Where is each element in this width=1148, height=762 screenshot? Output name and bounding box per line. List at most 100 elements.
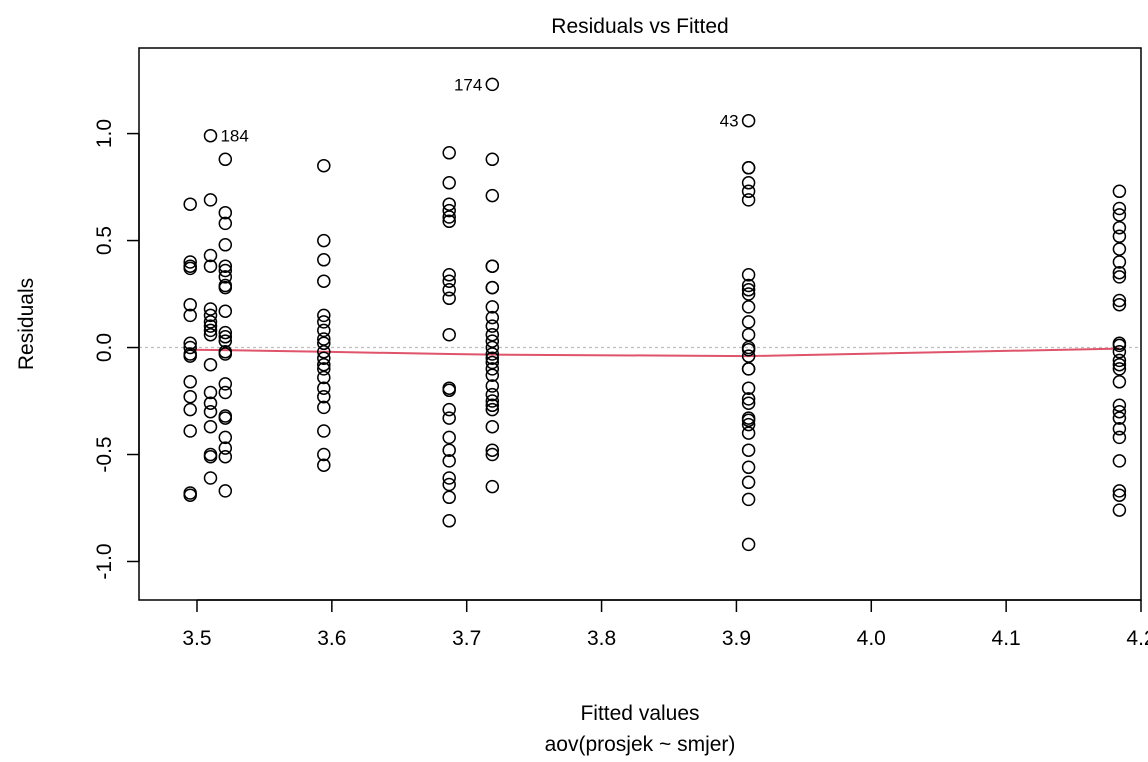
data-point bbox=[1112, 255, 1127, 269]
x-axis: 3.5 3.6 3.7 3.8 3.9 4.0 4.1 4.2 bbox=[182, 599, 1148, 650]
data-point bbox=[203, 315, 218, 329]
y-tick-label: 1.0 bbox=[93, 119, 116, 148]
data-point bbox=[1112, 208, 1127, 222]
data-point bbox=[183, 424, 197, 438]
data-point bbox=[317, 351, 331, 365]
x-tick-label: 4.0 bbox=[857, 627, 886, 650]
data-point bbox=[442, 383, 456, 398]
data-point bbox=[485, 419, 500, 434]
x-tick-label: 4.2 bbox=[1126, 627, 1148, 650]
data-point bbox=[485, 447, 500, 462]
data-point bbox=[183, 349, 197, 363]
data-point bbox=[218, 334, 233, 348]
data-point bbox=[183, 389, 197, 404]
data-point bbox=[741, 184, 756, 199]
data-point bbox=[442, 411, 456, 425]
data-point bbox=[442, 430, 456, 445]
data-point bbox=[203, 385, 218, 400]
data-point bbox=[183, 340, 197, 355]
data-point bbox=[203, 302, 218, 316]
data-point bbox=[1112, 398, 1127, 413]
data-point bbox=[317, 158, 331, 173]
data-point bbox=[442, 291, 456, 306]
data-point bbox=[1112, 297, 1127, 312]
data-point bbox=[1112, 484, 1127, 498]
x-axis-title: Fitted values bbox=[580, 702, 699, 725]
data-point bbox=[218, 484, 233, 498]
data-point bbox=[218, 449, 233, 464]
data-point bbox=[741, 460, 756, 475]
data-point bbox=[203, 449, 218, 464]
annotations-layer: 184 174 43 bbox=[220, 75, 738, 145]
data-point bbox=[741, 392, 756, 406]
data-point bbox=[203, 319, 218, 333]
data-point bbox=[218, 325, 233, 340]
data-point bbox=[218, 430, 233, 445]
data-point bbox=[1112, 293, 1127, 308]
data-point bbox=[741, 381, 756, 395]
data-point bbox=[485, 362, 500, 376]
data-point bbox=[485, 188, 500, 203]
data-point bbox=[1112, 184, 1127, 199]
data-point bbox=[442, 443, 456, 457]
data-point bbox=[741, 426, 756, 440]
x-tick-label: 4.1 bbox=[992, 627, 1021, 650]
data-point bbox=[485, 394, 500, 408]
data-point bbox=[741, 176, 756, 190]
data-point bbox=[1112, 454, 1127, 468]
data-point bbox=[183, 308, 197, 323]
data-point bbox=[485, 368, 500, 383]
data-point bbox=[485, 443, 500, 457]
data-point bbox=[183, 255, 197, 269]
data-point bbox=[317, 424, 331, 438]
data-point bbox=[183, 336, 197, 351]
data-point bbox=[485, 334, 500, 348]
data-point bbox=[218, 377, 233, 391]
data-point bbox=[203, 419, 218, 434]
data-point bbox=[317, 381, 331, 395]
y-axis: -1.0 -0.5 0.0 0.5 1.0 bbox=[93, 119, 140, 580]
chart-subtitle: aov(prosjek ~ smjer) bbox=[545, 733, 736, 756]
data-point bbox=[442, 402, 456, 417]
data-point bbox=[1112, 488, 1127, 502]
data-point bbox=[317, 447, 331, 462]
x-tick-label: 3.8 bbox=[587, 627, 616, 650]
data-point bbox=[218, 280, 233, 295]
data-point bbox=[741, 417, 756, 432]
data-point bbox=[442, 454, 456, 468]
data-point bbox=[442, 471, 456, 485]
data-point bbox=[741, 287, 756, 301]
data-point bbox=[442, 283, 456, 297]
data-point bbox=[442, 327, 456, 342]
x-tick-label: 3.9 bbox=[722, 627, 751, 650]
data-point bbox=[317, 332, 331, 346]
data-point bbox=[218, 330, 233, 344]
plot-frame bbox=[138, 47, 1142, 601]
data-point bbox=[218, 263, 233, 278]
data-point bbox=[203, 323, 218, 338]
data-point bbox=[218, 347, 233, 361]
data-point bbox=[485, 280, 500, 295]
data-point bbox=[1112, 422, 1127, 436]
data-point bbox=[741, 268, 756, 282]
y-axis-title: Residuals bbox=[15, 278, 38, 370]
data-point bbox=[1112, 503, 1127, 517]
data-point bbox=[442, 197, 456, 211]
data-point bbox=[203, 471, 218, 485]
data-point bbox=[203, 193, 218, 207]
data-point bbox=[485, 398, 500, 413]
data-point bbox=[485, 319, 500, 333]
data-point bbox=[1112, 345, 1127, 359]
data-point bbox=[183, 261, 197, 276]
data-point bbox=[485, 379, 500, 393]
data-point bbox=[203, 327, 218, 342]
data-point bbox=[317, 458, 331, 472]
data-point bbox=[317, 315, 331, 329]
data-point bbox=[485, 300, 500, 314]
data-point bbox=[1112, 362, 1127, 376]
data-point bbox=[218, 152, 233, 167]
data-point bbox=[442, 274, 456, 288]
data-point bbox=[485, 402, 500, 417]
y-tick-label: 0.0 bbox=[93, 333, 116, 362]
data-point bbox=[485, 77, 500, 92]
